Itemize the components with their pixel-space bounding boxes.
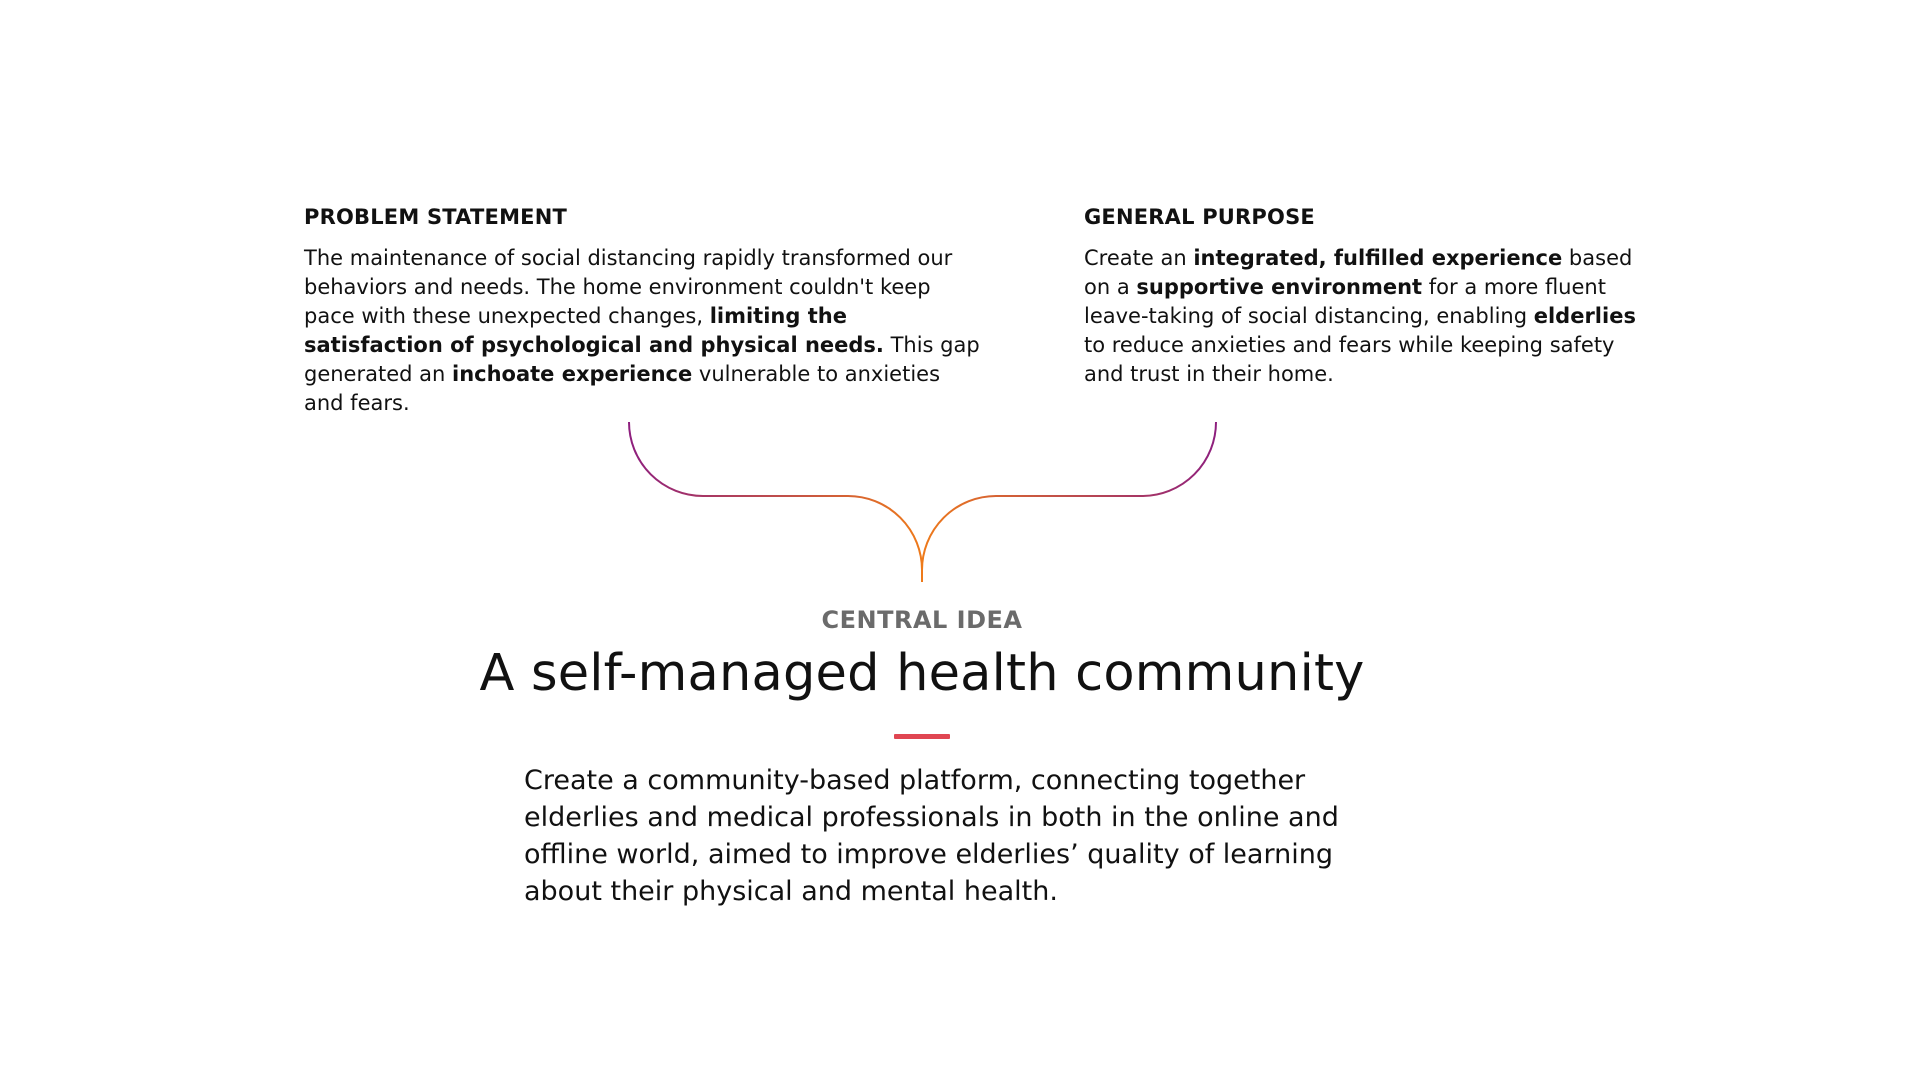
problem-text-segment: inchoate experience bbox=[452, 362, 693, 386]
problem-text: The maintenance of social distancing rap… bbox=[304, 244, 984, 418]
purpose-text-segment: integrated, fulfilled experience bbox=[1193, 246, 1563, 270]
general-purpose: GENERAL PURPOSE Create an integrated, fu… bbox=[1084, 205, 1644, 389]
purpose-heading: GENERAL PURPOSE bbox=[1084, 205, 1315, 229]
problem-heading: PROBLEM STATEMENT bbox=[304, 205, 568, 229]
central-idea-title: A self-managed health community bbox=[479, 644, 1365, 703]
problem-text-segment: vulnerable to anxieties and fears. bbox=[304, 362, 941, 415]
purpose-text-segment: based on a bbox=[1084, 246, 1633, 299]
purpose-text-segment: Create an bbox=[1084, 246, 1194, 270]
divider-line bbox=[894, 734, 950, 739]
problem-text-segment: This gap generated an bbox=[304, 333, 980, 386]
purpose-text-segment: supportive environment bbox=[1136, 275, 1423, 299]
purpose-text-segment: for a more fluent leave-taking of social… bbox=[1084, 275, 1606, 328]
purpose-text-segment: to reduce anxieties and fears while keep… bbox=[1084, 333, 1615, 386]
problem-text-segment: The maintenance of social distancing rap… bbox=[304, 246, 953, 328]
purpose-text: Create an integrated, fulfilled experien… bbox=[1084, 244, 1644, 389]
purpose-text-segment: elderlies bbox=[1533, 304, 1636, 328]
central-idea-description: Create a community-based platform, conne… bbox=[524, 765, 1339, 907]
problem-statement: PROBLEM STATEMENT The maintenance of soc… bbox=[304, 205, 984, 418]
problem-text-segment: limiting the satisfaction of psychologic… bbox=[304, 304, 884, 357]
central-idea-label: CENTRAL IDEA bbox=[821, 606, 1023, 634]
brace-left-arm bbox=[628, 421, 923, 582]
brace-right-arm bbox=[921, 421, 1217, 571]
